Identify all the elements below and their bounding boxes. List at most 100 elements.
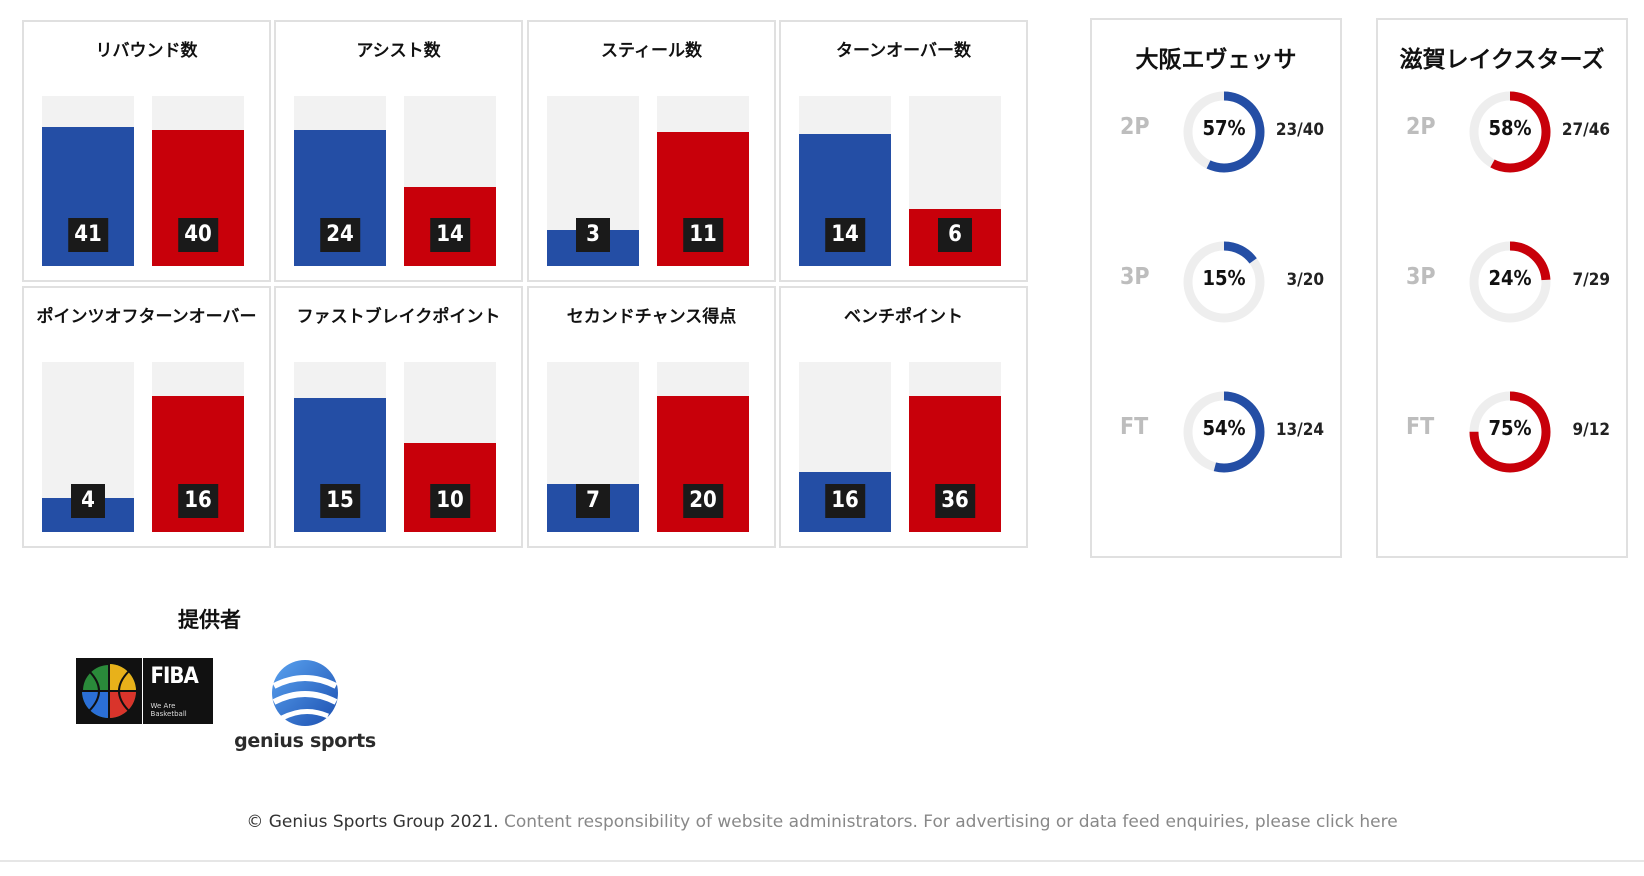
- basketball-icon: [76, 658, 142, 724]
- donut-arc: [1469, 91, 1551, 173]
- team2-value-label: 40: [178, 218, 218, 252]
- percentage-donut: [1469, 391, 1551, 473]
- team1-value-label: 3: [576, 218, 610, 252]
- team-stats-grid: リバウンド数 41 40 アシスト数 24 14 スティール数 3 11 ターンオーバー数 1…: [22, 20, 1068, 558]
- stat-title: ファストブレイクポイント: [296, 307, 501, 327]
- stat-card-rebounds: リバウンド数 41 40: [22, 20, 271, 282]
- team2-bar-track: 11: [657, 96, 749, 266]
- team1-bar-track: 24: [294, 96, 386, 266]
- team2-value-label: 14: [430, 218, 470, 252]
- shot-percentage: 57%: [1202, 116, 1246, 140]
- stat-title: スティール数: [601, 41, 702, 61]
- shooting-row-2p: 2P 58% 27/46: [1378, 82, 1626, 182]
- team1-bar-track: 4: [42, 362, 134, 532]
- team1-bar-track: 3: [547, 96, 639, 266]
- team2-bar-track: 20: [657, 362, 749, 532]
- team1-value-label: 7: [576, 484, 610, 518]
- stat-title: ポインツオフターンオーバー: [36, 307, 257, 327]
- fiba-logo[interactable]: FIBA We Are Basketball: [76, 658, 213, 724]
- shot-type-label: 3P: [1406, 264, 1436, 290]
- shooting-card-team2: 滋賀レイクスターズ 2P 58% 27/46 3P 24% 7/29 FT 75% 9/12: [1376, 18, 1628, 558]
- team2-bar-track: 16: [152, 362, 244, 532]
- stat-card-assists: アシスト数 24 14: [274, 20, 523, 282]
- shots-made-attempted: 7/29: [1572, 270, 1610, 290]
- donut-arc: [1469, 241, 1551, 323]
- shot-type-label: FT: [1120, 414, 1149, 440]
- stat-card-second-chance-points: セカンドチャンス得点 7 20: [527, 286, 776, 548]
- shooting-row-3p: 3P 24% 7/29: [1378, 232, 1626, 332]
- stat-title: ベンチポイント: [844, 307, 963, 327]
- team2-bar-track: 40: [152, 96, 244, 266]
- team2-value-label: 6: [938, 218, 972, 252]
- donut-arc: [1469, 391, 1551, 473]
- shot-type-label: 2P: [1120, 114, 1150, 140]
- team2-bar-track: 10: [404, 362, 496, 532]
- shots-made-attempted: 9/12: [1572, 420, 1610, 440]
- stat-card-steals: スティール数 3 11: [527, 20, 776, 282]
- team2-bar-track: 36: [909, 362, 1001, 532]
- stat-title: ターンオーバー数: [836, 41, 971, 61]
- shooting-card-team1: 大阪エヴェッサ 2P 57% 23/40 3P 15% 3/20 FT 54% 13/24: [1090, 18, 1342, 558]
- team1-value-label: 41: [68, 218, 108, 252]
- fiba-word: FIBA: [150, 664, 199, 689]
- team2-value-label: 10: [430, 484, 470, 518]
- footer-enquiry-link[interactable]: Content responsibility of website admini…: [498, 812, 1398, 832]
- shot-type-label: 2P: [1406, 114, 1436, 140]
- donut-arc: [1183, 91, 1265, 173]
- stat-card-turnovers: ターンオーバー数 14 6: [779, 20, 1028, 282]
- shots-made-attempted: 23/40: [1275, 120, 1324, 140]
- team1-bar-track: 14: [799, 96, 891, 266]
- percentage-donut: [1183, 241, 1265, 323]
- genius-sports-logo[interactable]: genius sports: [234, 656, 376, 756]
- team1-bar-track: 41: [42, 96, 134, 266]
- team2-bar-track: 6: [909, 96, 1001, 266]
- team1-bar-track: 15: [294, 362, 386, 532]
- footer: © Genius Sports Group 2021. Content resp…: [0, 812, 1644, 832]
- stat-title: リバウンド数: [95, 41, 198, 61]
- stat-title: アシスト数: [356, 41, 441, 61]
- shots-made-attempted: 13/24: [1275, 420, 1324, 440]
- team1-value-label: 16: [825, 484, 865, 518]
- team2-value-label: 16: [178, 484, 218, 518]
- team1-value-label: 14: [825, 218, 865, 252]
- shot-type-label: 3P: [1120, 264, 1150, 290]
- footer-copyright: © Genius Sports Group 2021.: [246, 812, 499, 832]
- shots-made-attempted: 3/20: [1286, 270, 1324, 290]
- team1-value-label: 24: [320, 218, 360, 252]
- donut-arc: [1183, 241, 1265, 323]
- shooting-row-3p: 3P 15% 3/20: [1092, 232, 1340, 332]
- percentage-donut: [1183, 91, 1265, 173]
- percentage-donut: [1469, 91, 1551, 173]
- shot-percentage: 58%: [1488, 116, 1532, 140]
- shots-made-attempted: 27/46: [1561, 120, 1610, 140]
- globe-icon: [272, 660, 338, 726]
- shooting-row-ft: FT 54% 13/24: [1092, 382, 1340, 482]
- stat-card-points-off-turnovers: ポインツオフターンオーバー 4 16: [22, 286, 271, 548]
- shooting-row-ft: FT 75% 9/12: [1378, 382, 1626, 482]
- shot-percentage: 75%: [1488, 416, 1532, 440]
- footer-divider: [0, 860, 1644, 862]
- shooting-row-2p: 2P 57% 23/40: [1092, 82, 1340, 182]
- team-name: 滋賀レイクスターズ: [1399, 47, 1605, 73]
- fiba-tagline: We Are Basketball: [150, 702, 187, 718]
- shot-percentage: 24%: [1488, 266, 1532, 290]
- shot-type-label: FT: [1406, 414, 1435, 440]
- team-name: 大阪エヴェッサ: [1135, 47, 1297, 73]
- stat-card-fast-break-points: ファストブレイクポイント 15 10: [274, 286, 523, 548]
- fiba-wordmark: FIBA We Are Basketball: [142, 658, 213, 724]
- team1-bar-track: 7: [547, 362, 639, 532]
- team2-bar-track: 14: [404, 96, 496, 266]
- percentage-donut: [1469, 241, 1551, 323]
- team1-bar-track: 16: [799, 362, 891, 532]
- team2-value-label: 36: [935, 484, 975, 518]
- sponsors-title: 提供者: [178, 608, 241, 632]
- team2-value-label: 11: [683, 218, 723, 252]
- shot-percentage: 54%: [1202, 416, 1246, 440]
- team1-value-label: 4: [71, 484, 105, 518]
- stat-card-bench-points: ベンチポイント 16 36: [779, 286, 1028, 548]
- team2-value-label: 20: [683, 484, 723, 518]
- percentage-donut: [1183, 391, 1265, 473]
- donut-arc: [1183, 391, 1265, 473]
- team1-value-label: 15: [320, 484, 360, 518]
- shot-percentage: 15%: [1202, 266, 1246, 290]
